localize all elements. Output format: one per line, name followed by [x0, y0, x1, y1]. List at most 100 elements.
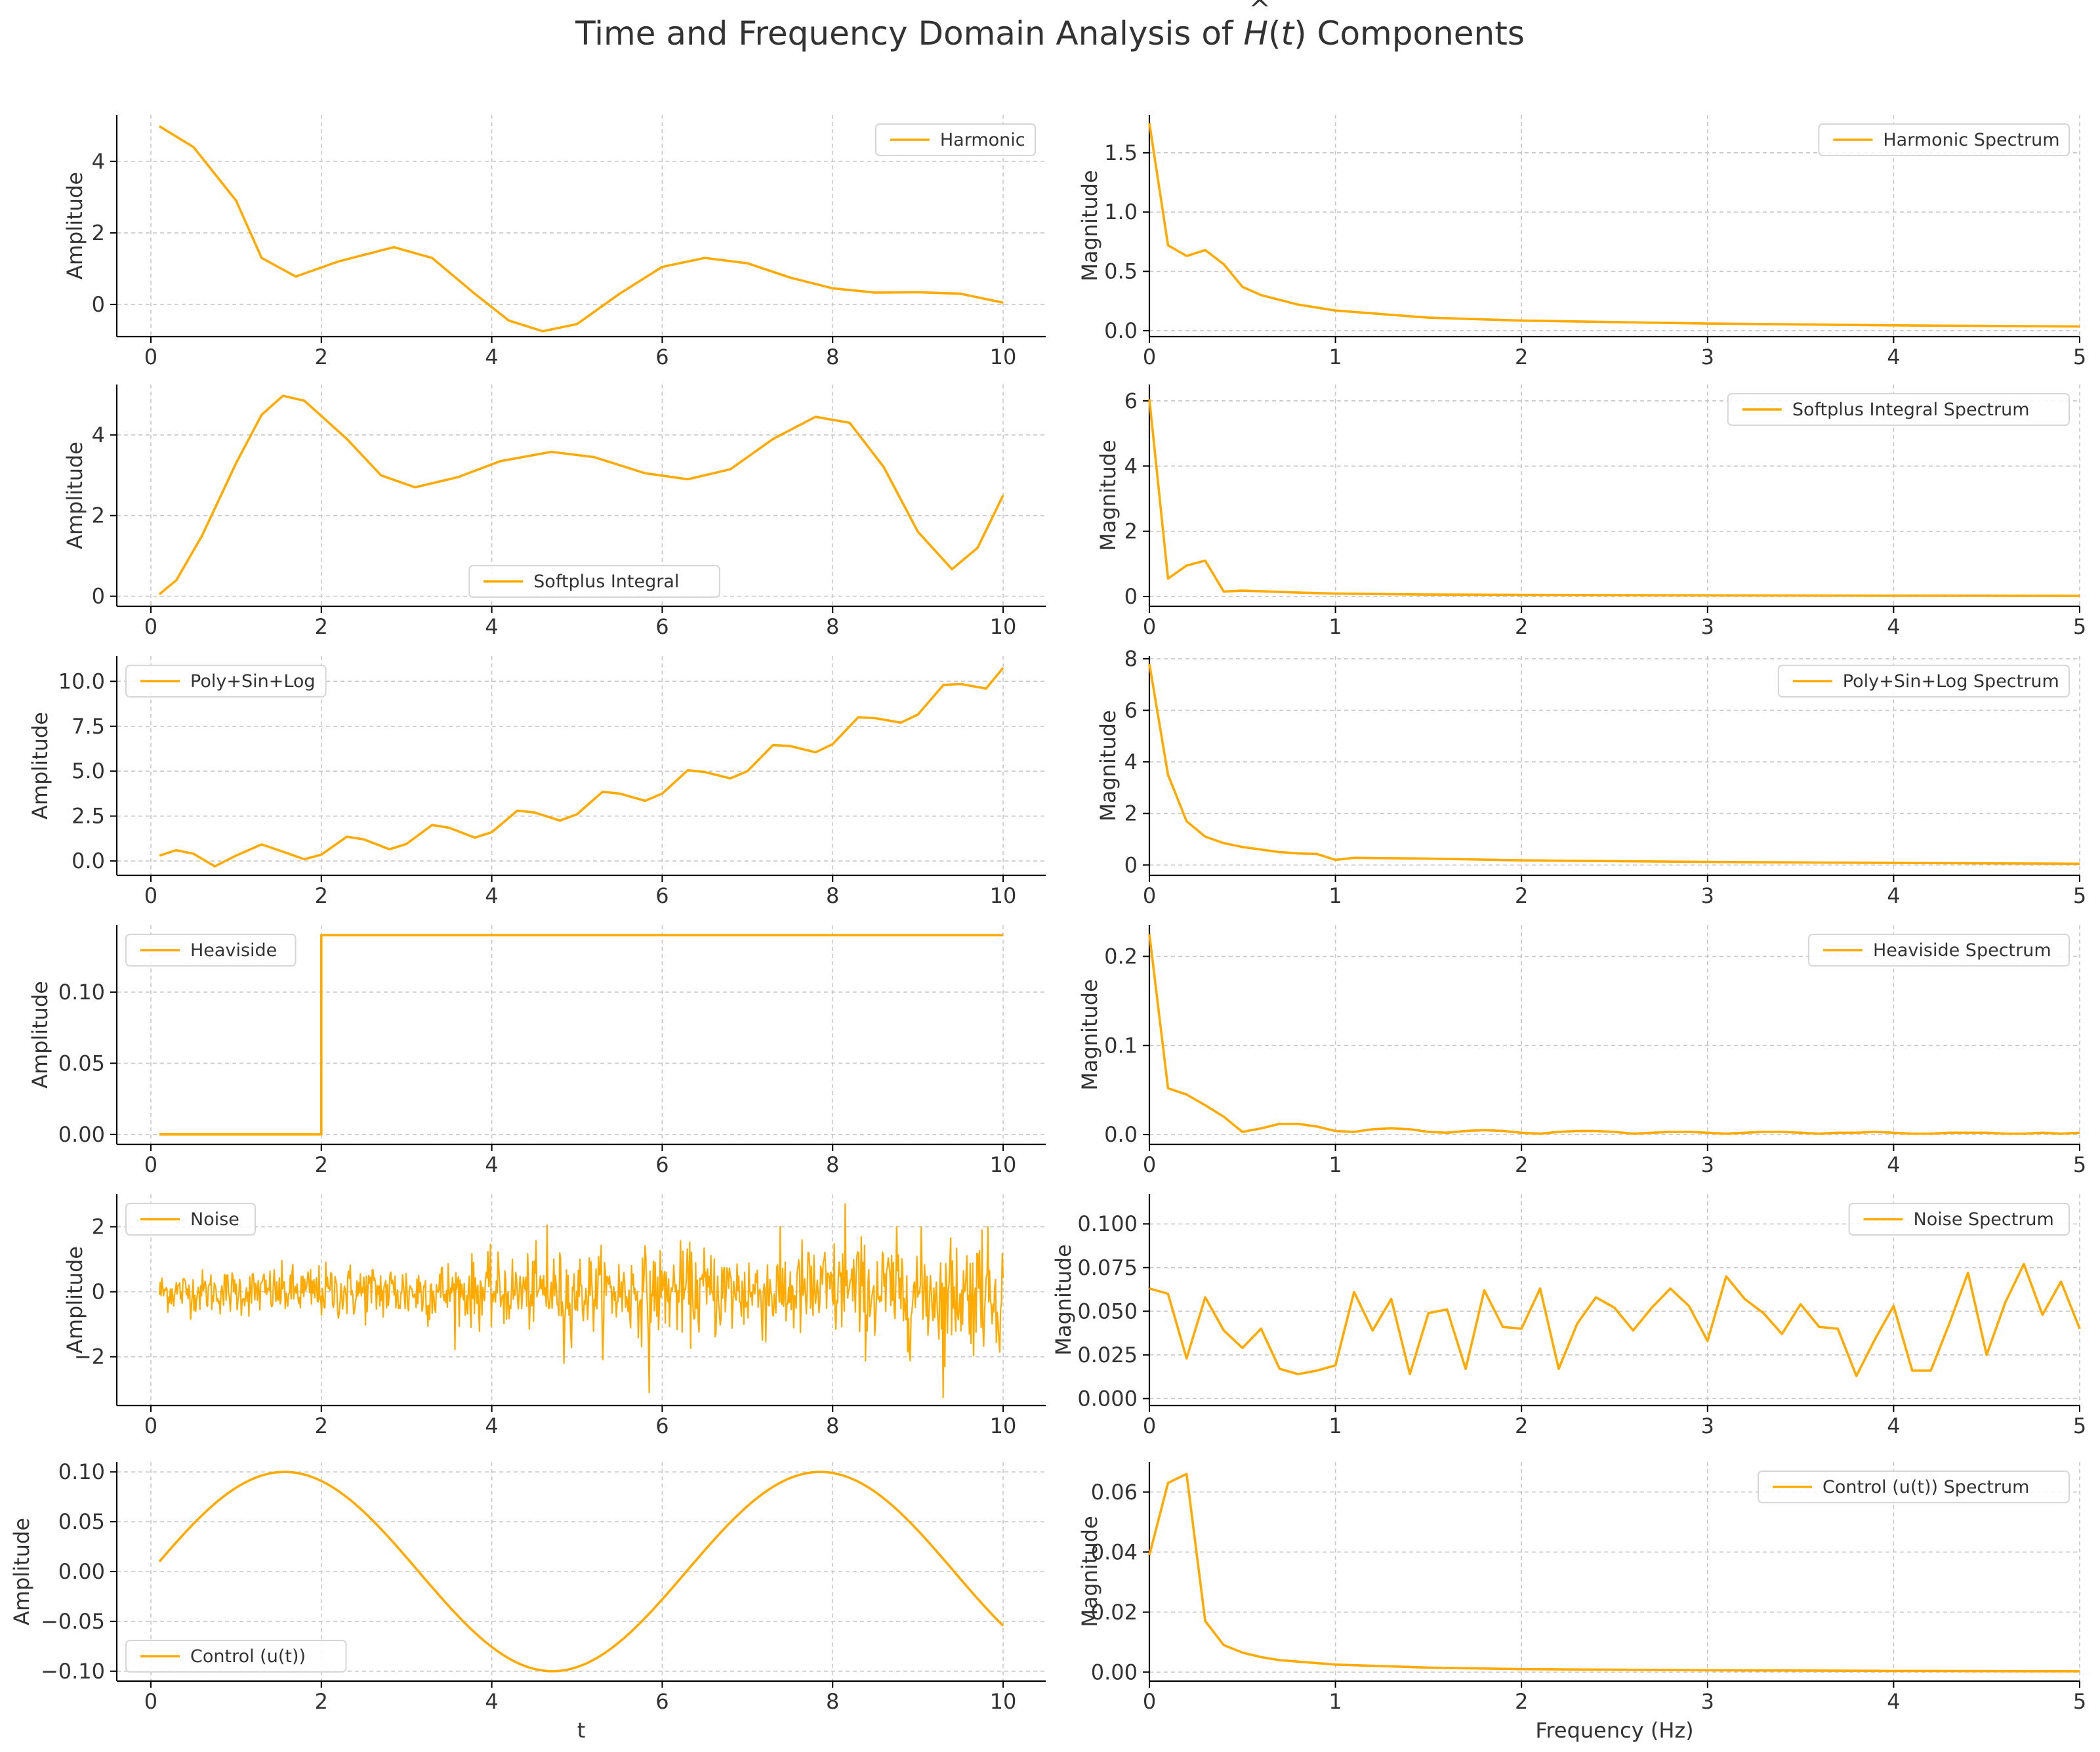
y-axis-label: Amplitude [28, 712, 52, 820]
x-tick-label: 2 [315, 614, 328, 639]
y-tick-label: 0.050 [1077, 1299, 1138, 1324]
series-line [1148, 123, 2080, 328]
legend-label: Heaviside Spectrum [1873, 940, 2051, 961]
subplot-6: 0 1 2 3 4 5 0 2 4 6 8 Magnitude Poly+Sin+Log Spectru… [1096, 646, 2086, 908]
y-tick-label: 0.000 [1077, 1386, 1138, 1411]
y-tick-label: 0 [92, 292, 105, 317]
subplot-4: 0 1 2 3 4 5 0 2 4 6 Magnitude Softplus Integral Spe… [1096, 385, 2086, 639]
legend: Softplus Integral Spectrum [1727, 393, 2070, 426]
x-tick-label: 2 [1515, 344, 1528, 369]
legend-label: Control (u(t)) Spectrum [1822, 1477, 2029, 1497]
y-tick-label: 0.075 [1077, 1255, 1138, 1280]
y-tick-label: 0.04 [1091, 1539, 1138, 1564]
y-tick-label: 2.5 [72, 804, 105, 829]
series-line [158, 394, 1004, 595]
legend-label: Poly+Sin+Log [190, 671, 316, 692]
x-tick-label: 4 [485, 344, 498, 369]
y-tick-label: 2 [92, 220, 105, 245]
y-axis-label: Amplitude [62, 442, 87, 549]
y-tick-label: 6 [1124, 388, 1138, 413]
x-tick-label: 2 [315, 344, 328, 369]
x-axis-label: Frequency (Hz) [1535, 1718, 1693, 1743]
x-tick-label: 3 [1701, 883, 1714, 908]
y-axis-label: Magnitude [1077, 979, 1102, 1091]
y-tick-label: 0.0 [1104, 1122, 1138, 1147]
x-tick-label: 0 [144, 1689, 157, 1714]
x-tick-label: 5 [2073, 1413, 2086, 1438]
series-line [1149, 1262, 2081, 1377]
x-tick-label: 6 [655, 344, 669, 369]
x-tick-label: 4 [485, 883, 498, 908]
y-tick-label: 0.00 [1091, 1659, 1138, 1684]
legend-box [1777, 665, 2070, 698]
legend-label: Harmonic Spectrum [1883, 130, 2059, 150]
y-tick-label: 8 [1124, 646, 1138, 671]
y-axis-label: Amplitude [28, 981, 52, 1089]
y-tick-label: 4 [1124, 453, 1138, 478]
legend-label: Softplus Integral [533, 572, 679, 592]
series-line [158, 1470, 1004, 1673]
x-tick-label: 4 [1887, 614, 1900, 639]
x-tick-label: 2 [1515, 1689, 1528, 1714]
x-tick-label: 1 [1328, 1413, 1342, 1438]
x-tick-label: 6 [655, 614, 669, 639]
x-tick-label: 4 [485, 1413, 498, 1438]
x-tick-label: 4 [485, 1689, 498, 1714]
y-axis-label: Amplitude [62, 172, 87, 280]
legend-box [1818, 123, 2070, 156]
y-tick-label: −0.10 [41, 1659, 105, 1684]
y-tick-label: 0.10 [58, 980, 105, 1005]
legend-label: Control (u(t)) [190, 1646, 306, 1667]
y-tick-label: 2 [1124, 519, 1138, 544]
x-tick-label: 0 [1143, 1152, 1156, 1177]
series-line [158, 1203, 1004, 1398]
legend: Softplus Integral [468, 565, 720, 598]
y-tick-label: −0.05 [41, 1609, 105, 1634]
legend-box [468, 565, 720, 598]
x-tick-label: 0 [144, 614, 157, 639]
series-line [1148, 399, 2080, 597]
x-tick-label: 0 [1143, 883, 1156, 908]
y-tick-label: 0.0 [72, 848, 105, 873]
legend-box [1727, 393, 2070, 426]
legend-label: Softplus Integral Spectrum [1792, 400, 2030, 420]
x-tick-label: 8 [826, 1413, 839, 1438]
legend-box [125, 665, 327, 698]
x-tick-label: 1 [1328, 883, 1342, 908]
y-tick-label: 0.00 [58, 1122, 105, 1147]
x-tick-label: 0 [1143, 614, 1156, 639]
x-tick-label: 5 [2073, 883, 2086, 908]
y-tick-label: 0.1 [1104, 1033, 1138, 1058]
x-tick-label: 3 [1701, 614, 1714, 639]
y-tick-label: 0.100 [1077, 1211, 1138, 1236]
y-tick-label: −2 [74, 1345, 105, 1369]
x-tick-label: 6 [655, 1413, 669, 1438]
y-tick-label: 0.05 [58, 1509, 105, 1534]
x-tick-label: 1 [1328, 1689, 1342, 1714]
x-tick-label: 2 [315, 1689, 328, 1714]
legend: Heaviside [125, 934, 297, 967]
x-tick-label: 8 [826, 1152, 839, 1177]
legend: Harmonic [875, 123, 1036, 156]
legend: Heaviside Spectrum [1807, 934, 2070, 967]
y-tick-label: 4 [1124, 749, 1138, 774]
x-tick-label: 2 [315, 1413, 328, 1438]
x-tick-label: 8 [826, 614, 839, 639]
legend: Noise [125, 1203, 256, 1236]
series-line [159, 667, 1004, 868]
x-tick-label: 2 [1515, 883, 1528, 908]
x-axis-label: t [577, 1718, 586, 1743]
legend-label: Noise [190, 1209, 239, 1230]
y-tick-label: 0 [1124, 584, 1138, 609]
x-tick-label: 6 [655, 883, 669, 908]
x-tick-label: 4 [1887, 1413, 1900, 1438]
y-tick-label: 0 [92, 584, 105, 609]
x-tick-label: 2 [315, 1152, 328, 1177]
legend: Harmonic Spectrum [1818, 123, 2070, 156]
y-tick-label: 2 [1124, 801, 1138, 826]
